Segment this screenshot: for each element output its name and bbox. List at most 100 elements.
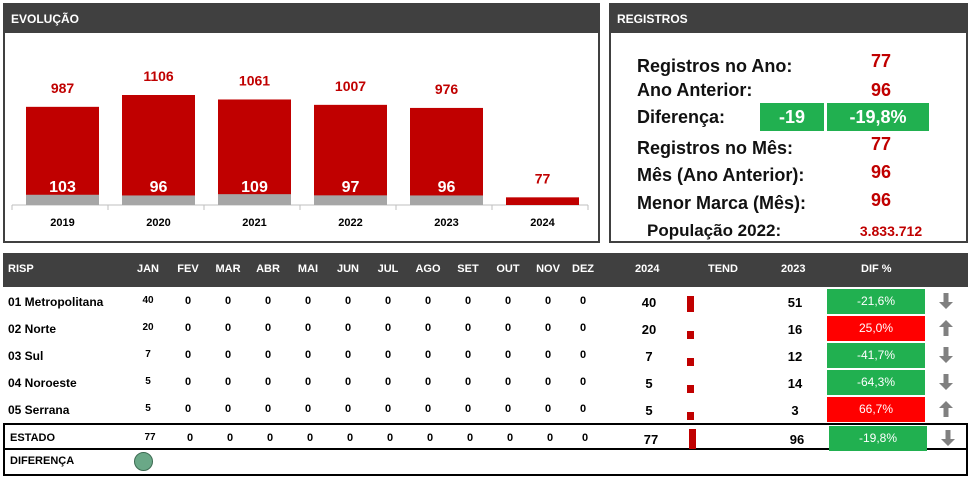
category-label-2024: 2024 [530,217,555,229]
dif-percent-badge: 66,7% [827,397,925,422]
month-cell: 0 [579,322,587,334]
evolucao-chart: 103 987 2019 96 1106 2020 109 1061 2021 97 1007 202… [11,68,589,229]
header-set: SET [457,263,479,275]
bar-month-label-2022: 97 [342,179,360,196]
bar-total-label-2023: 976 [435,81,459,97]
bar-total-2023 [410,107,483,205]
bar-total-label-2019: 987 [51,80,75,96]
trend-bar [687,412,694,420]
month-cell: 0 [184,403,192,415]
arrow-down-icon [939,347,953,363]
month-cell: 0 [346,432,354,444]
bar-total-2021 [218,99,291,205]
month-cell: 0 [224,349,232,361]
month-cell: 0 [504,322,512,334]
menor-marca-value: 96 [870,190,892,210]
bar-month-2019 [26,194,99,205]
registros-ano-value: 77 [870,51,892,71]
dif-percent-badge: -21,6% [827,289,925,314]
header-jan: JAN [136,263,159,275]
month-cell: 0 [424,403,432,415]
month-cell: 0 [344,349,352,361]
header-mai: MAI [297,263,319,275]
month-cell: 0 [306,432,314,444]
mes-anterior-label: Mês (Ano Anterior): [637,165,805,185]
bar-month-label-2019: 103 [49,179,76,196]
arrow-down-icon [939,293,953,309]
month-cell: 0 [424,376,432,388]
diferenca-row: DIFERENÇA [3,450,968,476]
month-cell: 0 [464,376,472,388]
month-cell: 0 [544,376,552,388]
arrow-up-icon [939,401,953,417]
ano-anterior-value: 96 [870,80,892,100]
header-2023: 2023 [781,263,806,275]
bar-total-label-2024: 77 [535,170,551,186]
arrow-up-icon [939,320,953,336]
table-row: 04 Noroeste 5 0 0 0 0 0 0 0 0 0 0 0 5 14 -64,3% [3,369,968,396]
month-cell: 0 [186,432,194,444]
total-2023: 51 [787,295,803,310]
dif-percent-badge: -19,8% [829,426,927,451]
arrow-down-icon [941,430,955,446]
month-cell: 40 [142,295,154,306]
month-cell: 0 [384,403,392,415]
diferenca-pct-badge: -19,8% [827,103,929,131]
registros-header: REGISTROS [611,5,966,33]
month-cell: 0 [544,295,552,307]
month-cell: 0 [579,376,587,388]
month-cell: 0 [424,295,432,307]
header-dif-: DIF % [861,263,892,275]
registros-panel: REGISTROS Registros no Ano: 77 Ano Anter… [609,3,968,243]
month-cell: 0 [506,432,514,444]
month-cell: 0 [304,376,312,388]
bar-total-label-2021: 1061 [239,72,270,88]
bar-total-2019 [26,106,99,205]
month-cell: 0 [386,432,394,444]
bar-total-2022 [314,104,387,205]
category-label-2022: 2022 [338,217,362,229]
month-cell: 0 [224,403,232,415]
header-jun: JUN [336,263,359,275]
bar-month-2022 [314,195,387,205]
month-cell: 0 [579,349,587,361]
month-cell: 5 [145,376,151,387]
month-cell: 0 [466,432,474,444]
month-cell: 0 [464,322,472,334]
header-risp: RISP [8,263,34,275]
month-cell: 0 [464,295,472,307]
month-cell: 0 [184,349,192,361]
table-row: 05 Serrana 5 0 0 0 0 0 0 0 0 0 0 0 5 3 66,7% [3,396,968,423]
month-cell: 0 [226,432,234,444]
month-cell: 0 [304,403,312,415]
header-jul: JUL [377,263,399,275]
month-cell: 0 [304,295,312,307]
month-cell: 0 [344,376,352,388]
ano-anterior-label: Ano Anterior: [637,80,753,100]
category-label-2020: 2020 [146,217,170,229]
table-row: 03 Sul 7 0 0 0 0 0 0 0 0 0 0 0 7 12 -41,7% [3,342,968,369]
month-cell: 0 [264,349,272,361]
diferenca-label: Diferença: [637,107,726,127]
bar-month-2021 [218,194,291,205]
status-indicator-icon [134,452,153,471]
estado-row: ESTADO 77 0 0 0 0 0 0 0 0 0 0 0 77 96 -19,8% [3,423,968,451]
registros-mes-label: Registros no Mês: [637,138,794,158]
evolucao-panel: EVOLUÇÃO 103 987 2019 96 1106 2020 109 1061 2021… [3,3,600,243]
category-label-2023: 2023 [434,217,458,229]
month-cell: 0 [384,295,392,307]
header-ago: AGO [415,263,441,275]
month-cell: 0 [344,295,352,307]
total-2023: 16 [787,322,803,337]
trend-bar [687,385,694,393]
header-mar: MAR [215,263,241,275]
header-out: OUT [496,263,520,275]
menor-marca-label: Menor Marca (Mês): [637,193,807,213]
month-cell: 0 [264,376,272,388]
month-cell: 0 [184,322,192,334]
total-2024: 20 [641,322,657,337]
month-cell: 0 [384,376,392,388]
month-cell: 0 [581,432,589,444]
month-cell: 20 [142,322,154,333]
month-cell: 0 [504,403,512,415]
